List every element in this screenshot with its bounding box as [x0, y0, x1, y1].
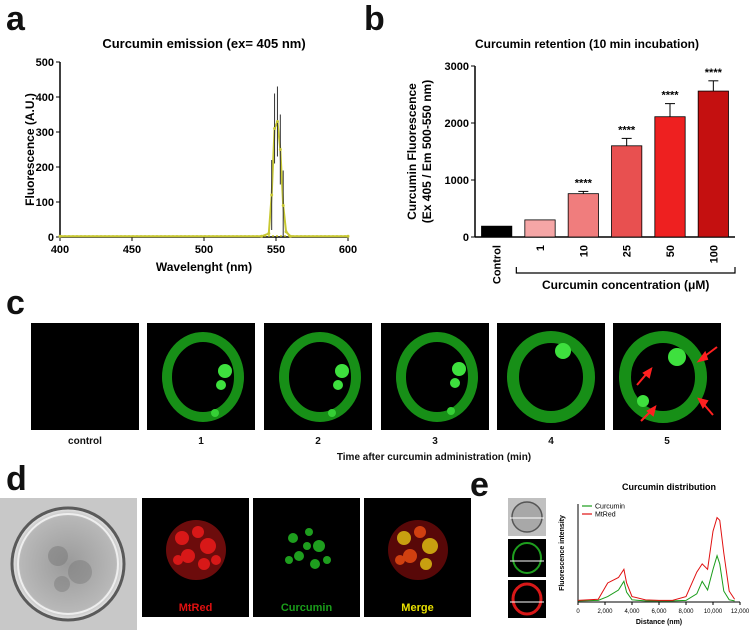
- chart-a-xtick-label: 550: [267, 244, 285, 256]
- chart-a-ylabel: Fluorescence (A.U.): [23, 93, 37, 206]
- brightfield-image: [0, 498, 137, 630]
- mtred-image: [142, 498, 249, 617]
- curcumin-image: [253, 498, 360, 617]
- panel-letter-d: d: [6, 460, 27, 498]
- micro-t4: [497, 323, 605, 430]
- chart-b-significance: ****: [705, 67, 723, 79]
- chart-a-point: [270, 193, 274, 197]
- merge-image: [364, 498, 471, 617]
- caption-2: 2: [315, 436, 321, 447]
- chart-b-ylabel-2: (Ex 405 / Em 500-550 nm): [420, 80, 434, 223]
- chart-e-ylabel: Fluorescence intensity: [559, 515, 566, 591]
- panel-letter-a: a: [6, 0, 25, 38]
- chart-a-series-line: [60, 121, 348, 238]
- chart-a-point: [267, 232, 271, 235]
- chart-b-category-label: 10: [578, 245, 590, 257]
- caption-4: 4: [548, 436, 554, 447]
- chart-a-point: [281, 204, 285, 207]
- chart-a-point: [284, 230, 288, 234]
- curcumin-label: Curcumin: [280, 602, 333, 614]
- caption-1: 1: [198, 436, 204, 447]
- panel-letter-c: c: [6, 284, 25, 322]
- chart-a-xtick-label: 600: [339, 244, 357, 256]
- mtred-label: MtRed: [178, 602, 213, 614]
- chart-e-legend-label: MtRed: [595, 512, 616, 519]
- chart-b-bar: [654, 116, 686, 238]
- chart-a-title: Curcumin emission (ex= 405 nm): [102, 36, 305, 51]
- micro-t1: [147, 323, 255, 430]
- caption-3: 3: [432, 436, 438, 447]
- chart-e-xtick-label: 2,000: [597, 609, 613, 615]
- chart-e-title: Curcumin distribution: [622, 482, 716, 492]
- chart-b-significance: ****: [618, 124, 636, 136]
- e-mtred-thumb: [508, 580, 546, 618]
- chart-b-category-label: 25: [622, 245, 634, 257]
- chart-a-point: [58, 234, 62, 238]
- chart-b-category-label: Control: [492, 245, 504, 284]
- red-arrow-icon: [636, 346, 718, 422]
- chart-a-ytick-label: 100: [36, 197, 54, 209]
- chart-a-point: [260, 234, 264, 238]
- distribution-line-chart: Curcumin distribution 0 2,000 4,000 6,000 8,0…: [559, 482, 750, 626]
- chart-a-point: [278, 148, 282, 151]
- chart-a-point: [288, 234, 292, 238]
- chart-b-ytick-label: 2000: [445, 118, 469, 130]
- chart-b-bar: [481, 225, 513, 238]
- chart-a-xtick-label: 400: [51, 244, 69, 256]
- chart-a-xlabel: Wavelenght (nm): [156, 260, 252, 274]
- chart-e-xtick-label: 6,000: [651, 609, 667, 615]
- chart-e-xtick-label: 8,000: [678, 609, 694, 615]
- panel-letter-e: e: [470, 466, 489, 504]
- chart-e-xtick-label: 12,000: [731, 609, 750, 615]
- merge-label: Merge: [401, 602, 434, 614]
- chart-b-ylabel-1: Curcumin Fluorescence: [405, 83, 419, 220]
- time-axis-label: Time after curcumin administration (min): [336, 452, 532, 463]
- caption-5: 5: [664, 436, 670, 447]
- e-curcumin-thumb: [508, 539, 546, 577]
- chart-e-legend-label: Curcumin: [595, 504, 625, 511]
- panel-letter-b: b: [364, 0, 385, 38]
- chart-e-xtick-label: 4,000: [624, 609, 640, 615]
- chart-a-xtick-label: 450: [123, 244, 141, 256]
- chart-e-xtick-label: 0: [576, 609, 580, 615]
- chart-a-ytick-label: 500: [36, 57, 54, 69]
- caption-control: control: [68, 436, 102, 447]
- chart-b-bar: [611, 145, 643, 238]
- chart-b-category-label: 100: [708, 245, 720, 263]
- chart-b-ytick-label: 1000: [445, 175, 469, 187]
- chart-b-bar: [567, 193, 599, 238]
- chart-b-significance: ****: [661, 90, 679, 102]
- e-brightfield-thumb: [508, 498, 546, 536]
- chart-b-group-bracket: [515, 267, 736, 274]
- chart-b-bar: [697, 90, 729, 238]
- micro-t3: [381, 323, 489, 430]
- retention-bar-chart: Curcumin retention (10 min incubation) 0 1…: [405, 37, 736, 292]
- chart-a-ytick-label: 300: [36, 127, 54, 139]
- chart-b-category-label: 1: [535, 245, 547, 251]
- chart-a-point: [275, 120, 279, 123]
- chart-e-xlabel: Distance (nm): [636, 619, 682, 626]
- chart-b-ytick-label: 3000: [445, 61, 469, 73]
- chart-b-ytick-label: 0: [463, 232, 469, 244]
- chart-a-xtick-label: 500: [195, 244, 213, 256]
- chart-b-bar: [524, 219, 556, 238]
- chart-a-point: [346, 234, 350, 238]
- micro-control: [31, 323, 139, 430]
- chart-b-significance: ****: [575, 177, 593, 189]
- chart-e-series-mtred: [577, 516, 736, 601]
- chart-e-xtick-label: 10,000: [704, 609, 723, 615]
- chart-a-ytick-label: 0: [48, 232, 54, 244]
- chart-b-xlabel: Curcumin concentration (μM): [542, 278, 709, 292]
- micro-t5: [613, 323, 721, 430]
- chart-a-point: [273, 127, 277, 130]
- chart-e-series-curcumin: [577, 554, 735, 602]
- emission-spectrum-chart: Curcumin emission (ex= 405 nm) 0 100 200 300…: [23, 36, 357, 274]
- micro-t2: [264, 323, 372, 430]
- chart-b-category-label: 50: [665, 245, 677, 257]
- chart-a-ytick-label: 400: [36, 92, 54, 104]
- chart-a-ytick-label: 200: [36, 162, 54, 174]
- chart-b-title: Curcumin retention (10 min incubation): [475, 37, 699, 51]
